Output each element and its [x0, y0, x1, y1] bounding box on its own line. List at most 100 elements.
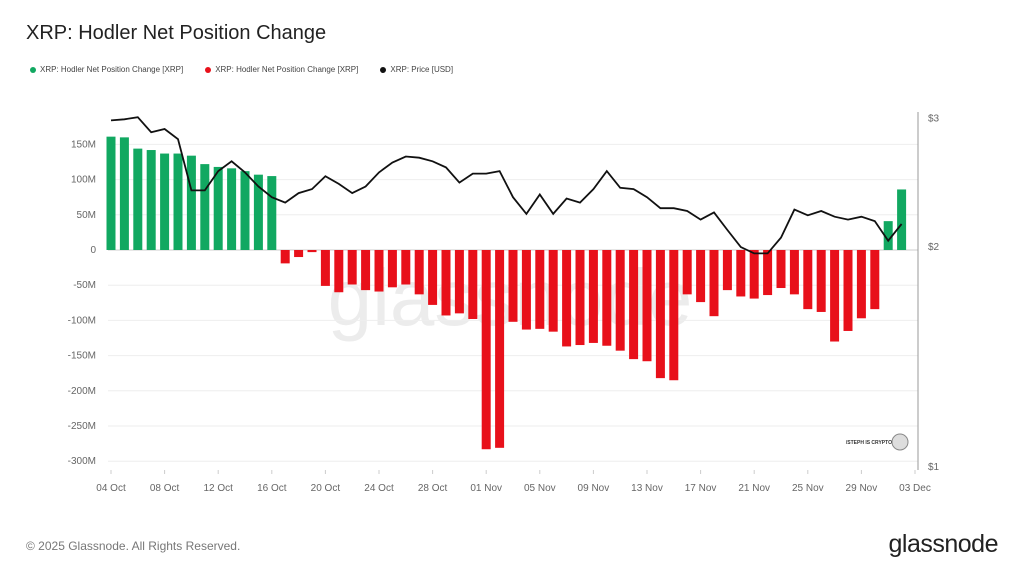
bar-negative [655, 250, 665, 379]
y-left-tick-label: 0 [90, 245, 96, 256]
y-left-tick-label: -50M [73, 280, 96, 291]
y-left-tick-label: -100M [68, 315, 96, 326]
y-left-tick-label: -200M [68, 386, 96, 397]
bar-negative [508, 250, 518, 322]
bar-negative [749, 250, 759, 299]
bar-negative [816, 250, 826, 312]
bar-negative [562, 250, 572, 347]
bar-positive [240, 171, 250, 250]
bar-negative [789, 250, 799, 295]
bar-negative [870, 250, 880, 310]
x-tick-label: 03 Dec [899, 483, 931, 494]
bar-negative [320, 250, 330, 286]
y-left-tick-label: 50M [77, 210, 96, 221]
legend-item-price[interactable]: XRP: Price [USD] [380, 65, 453, 74]
x-tick-label: 25 Nov [792, 483, 824, 494]
bar-negative [454, 250, 464, 314]
copyright: © 2025 Glassnode. All Rights Reserved. [26, 539, 241, 553]
bar-positive [227, 168, 237, 250]
x-tick-label: 24 Oct [364, 483, 394, 494]
bar-negative [856, 250, 866, 319]
red-dot-icon [205, 66, 212, 73]
bar-positive [106, 136, 116, 250]
credit-text: /STEPH IS CRYPTO [846, 440, 892, 446]
x-tick-label: 01 Nov [470, 483, 502, 494]
bar-negative [548, 250, 558, 332]
bar-negative [709, 250, 719, 317]
y-left-tick-label: -250M [68, 421, 96, 432]
bar-negative [428, 250, 438, 305]
bar-positive [186, 155, 196, 250]
bar-negative [830, 250, 840, 342]
bar-positive [897, 189, 907, 250]
bar-positive [119, 137, 129, 250]
bar-negative [441, 250, 451, 316]
x-tick-label: 04 Oct [96, 483, 126, 494]
legend-item-negative[interactable]: XRP: Hodler Net Position Change [XRP] [205, 65, 358, 74]
x-tick-label: 29 Nov [846, 483, 878, 494]
bar-positive [200, 164, 210, 250]
bar-negative [763, 250, 773, 296]
bar-negative [535, 250, 545, 329]
legend-item-positive[interactable]: XRP: Hodler Net Position Change [XRP] [30, 65, 183, 74]
bar-negative [334, 250, 344, 293]
y-left-tick-label: 150M [71, 139, 96, 150]
bar-negative [361, 250, 371, 291]
x-tick-label: 09 Nov [578, 483, 610, 494]
bar-negative [521, 250, 531, 330]
x-tick-label: 13 Nov [631, 483, 663, 494]
bar-negative [575, 250, 585, 346]
x-tick-label: 05 Nov [524, 483, 556, 494]
bar-negative [803, 250, 813, 310]
x-tick-label: 28 Oct [418, 483, 448, 494]
legend: XRP: Hodler Net Position Change [XRP] XR… [30, 65, 453, 74]
y-left-tick-label: -150M [68, 351, 96, 362]
green-dot-icon [30, 66, 36, 73]
bar-negative [843, 250, 853, 331]
black-dot-icon [380, 66, 387, 73]
y-left-tick-label: 100M [71, 175, 96, 186]
bar-negative [468, 250, 478, 319]
bar-negative [722, 250, 732, 291]
bar-positive [146, 150, 156, 250]
bar-negative [736, 250, 746, 297]
bar-positive [883, 221, 893, 250]
bar-positive [173, 153, 183, 250]
glassnode-logo: glassnode [888, 530, 999, 558]
bar-negative [387, 250, 397, 288]
chart-title: XRP: Hodler Net Position Change [26, 22, 327, 44]
x-tick-label: 21 Nov [738, 483, 770, 494]
bar-negative [588, 250, 598, 343]
bar-negative [347, 250, 357, 285]
x-tick-label: 17 Nov [685, 483, 717, 494]
y-right-tick-label: $1 [928, 462, 940, 473]
bar-negative [642, 250, 652, 362]
bar-negative [602, 250, 612, 346]
bar-positive [267, 176, 277, 250]
bar-negative [481, 250, 491, 450]
bar-negative [696, 250, 706, 303]
bar-negative [374, 250, 384, 292]
x-tick-label: 08 Oct [150, 483, 180, 494]
bar-negative [776, 250, 786, 289]
bar-negative [414, 250, 424, 295]
bar-negative [495, 250, 505, 448]
bar-positive [160, 153, 170, 250]
bar-negative [629, 250, 639, 360]
bar-negative [307, 250, 317, 253]
bar-positive [213, 166, 223, 250]
bar-negative [682, 250, 692, 295]
bar-negative [280, 250, 290, 264]
bar-negative [615, 250, 625, 351]
bar-negative [669, 250, 679, 381]
bar-negative [294, 250, 304, 258]
bar-positive [133, 148, 143, 250]
bar-positive [253, 174, 263, 250]
y-right-tick-label: $3 [928, 113, 940, 124]
price-line [110, 116, 903, 255]
x-tick-label: 16 Oct [257, 483, 287, 494]
y-left-tick-label: -300M [68, 456, 96, 467]
x-tick-label: 20 Oct [311, 483, 341, 494]
avatar [891, 433, 909, 451]
